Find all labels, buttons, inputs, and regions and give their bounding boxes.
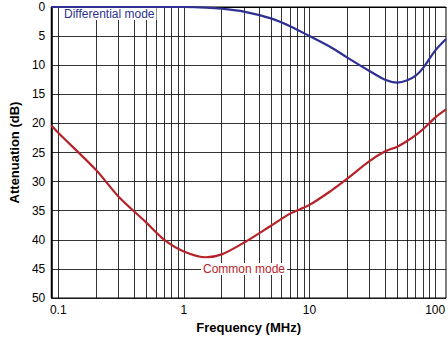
svg-text:Common mode: Common mode [203,262,285,276]
svg-text:40: 40 [32,233,46,247]
svg-text:Differential mode: Differential mode [64,7,155,21]
svg-text:100: 100 [425,303,445,317]
svg-text:10: 10 [303,303,317,317]
svg-text:10: 10 [32,58,46,72]
svg-text:0.1: 0.1 [50,303,67,317]
svg-text:5: 5 [39,29,46,43]
svg-text:0: 0 [39,0,46,14]
svg-text:Frequency (MHz): Frequency (MHz) [196,320,301,335]
svg-text:35: 35 [32,204,46,218]
svg-text:Attenuation (dB): Attenuation (dB) [7,102,22,204]
svg-text:30: 30 [32,175,46,189]
svg-text:45: 45 [32,262,46,276]
svg-text:50: 50 [32,291,46,305]
svg-text:15: 15 [32,87,46,101]
svg-text:1: 1 [181,303,188,317]
svg-text:20: 20 [32,116,46,130]
svg-text:25: 25 [32,146,46,160]
